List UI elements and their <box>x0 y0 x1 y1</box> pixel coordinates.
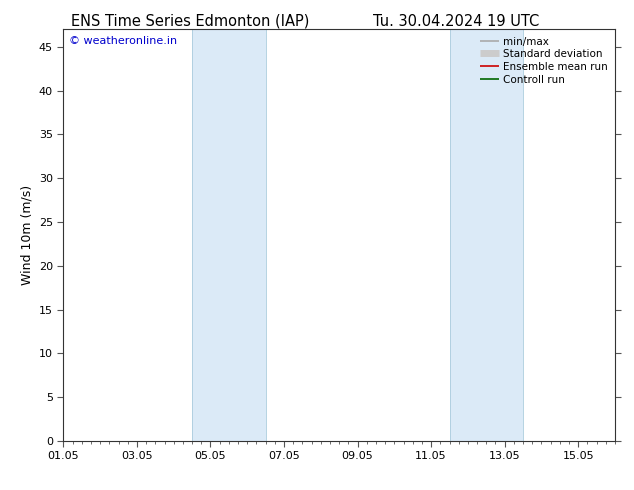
Bar <box>450 29 523 441</box>
Bar <box>192 29 266 441</box>
Text: ENS Time Series Edmonton (IAP): ENS Time Series Edmonton (IAP) <box>71 14 309 29</box>
Y-axis label: Wind 10m (m/s): Wind 10m (m/s) <box>20 185 34 285</box>
Legend: min/max, Standard deviation, Ensemble mean run, Controll run: min/max, Standard deviation, Ensemble me… <box>478 35 610 87</box>
Text: Tu. 30.04.2024 19 UTC: Tu. 30.04.2024 19 UTC <box>373 14 540 29</box>
Text: © weatheronline.in: © weatheronline.in <box>69 36 177 46</box>
